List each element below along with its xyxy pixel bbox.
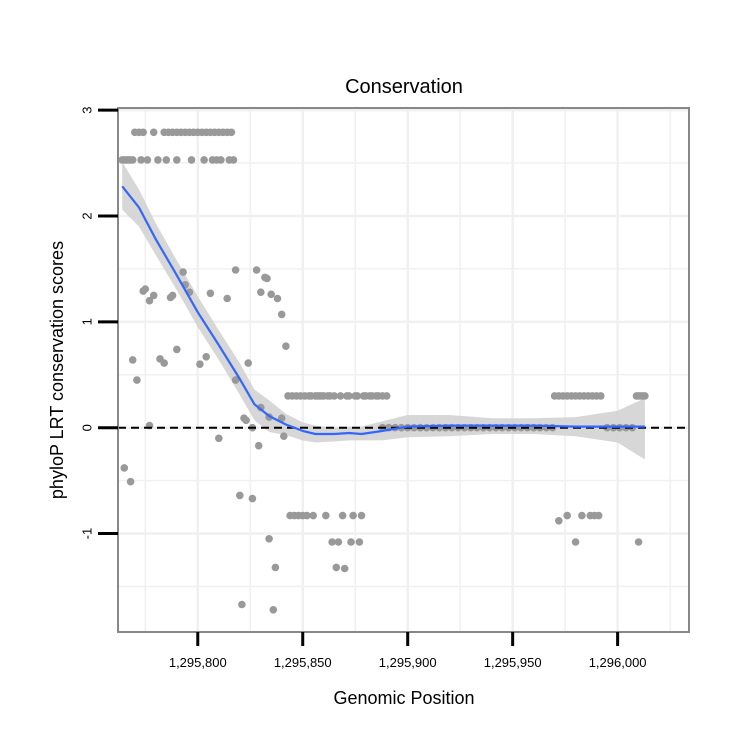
data-point: [223, 294, 231, 303]
y-tick-label: 1: [79, 318, 94, 325]
data-point: [139, 128, 147, 137]
smooth-line: [121, 185, 645, 436]
data-point: [328, 538, 336, 546]
x-tick-label: 1,295,950: [484, 655, 542, 670]
data-point: [641, 392, 649, 400]
data-point: [571, 538, 580, 546]
data-point: [229, 156, 238, 164]
data-point: [634, 538, 643, 546]
data-point: [162, 156, 171, 164]
data-point: [271, 563, 280, 572]
data-point: [273, 294, 282, 303]
data-point: [563, 511, 571, 520]
data-point: [594, 511, 603, 520]
data-point: [244, 359, 252, 367]
data-point: [345, 392, 353, 400]
data-point: [277, 414, 286, 423]
data-point: [353, 392, 362, 400]
data-point: [382, 392, 391, 400]
data-point: [202, 353, 210, 361]
data-point: [332, 563, 341, 572]
y-tick-label: -1: [79, 528, 94, 540]
data-point: [133, 376, 141, 384]
data-point: [597, 392, 605, 400]
data-point: [347, 538, 355, 546]
data-point: [143, 156, 152, 164]
data-point: [173, 156, 181, 164]
x-tick-label: 1,295,850: [274, 655, 332, 670]
data-point: [231, 376, 240, 384]
data-point: [236, 491, 244, 500]
data-point: [257, 288, 265, 297]
data-point: [217, 156, 225, 164]
plot-area: 1,295,800 1,295,850 1,295,900 1,295,950 1,29…: [79, 106, 690, 670]
data-point: [154, 156, 162, 164]
data-point: [231, 266, 240, 274]
data-point: [238, 600, 246, 609]
data-point: [357, 511, 366, 520]
data-point: [303, 511, 311, 520]
data-point: [120, 464, 129, 472]
data-point: [336, 392, 345, 400]
data-point: [309, 511, 318, 520]
data-point: [355, 538, 364, 546]
x-tick-label: 1,295,800: [169, 655, 227, 670]
data-point: [128, 156, 137, 164]
data-point: [267, 290, 276, 299]
data-point: [349, 511, 357, 520]
data-point: [322, 511, 330, 520]
x-axis-label: Genomic Position: [333, 688, 474, 708]
data-point: [187, 156, 196, 164]
y-tick-label: 0: [79, 424, 94, 431]
data-point: [126, 477, 135, 486]
data-point: [254, 441, 263, 450]
panel-border: [117, 107, 690, 633]
data-point: [257, 403, 265, 412]
clipped-plot-group: [118, 128, 689, 614]
data-point: [265, 535, 273, 543]
x-tick-label: 1,295,900: [379, 655, 437, 670]
data-point: [269, 606, 278, 614]
data-point: [263, 274, 271, 283]
y-tick-label: 2: [79, 212, 94, 219]
data-point: [277, 310, 286, 319]
data-point: [338, 511, 347, 520]
data-point: [242, 416, 250, 425]
data-point: [282, 342, 290, 351]
data-point: [137, 156, 145, 164]
data-point: [248, 494, 257, 503]
confidence-band: [122, 162, 645, 460]
data-point: [206, 289, 215, 298]
data-point: [578, 511, 586, 520]
data-point: [179, 268, 187, 276]
data-point: [227, 128, 236, 137]
data-point: [149, 291, 158, 300]
data-point: [334, 538, 343, 546]
data-point: [215, 434, 223, 443]
x-tick-label: 1,296,000: [589, 655, 647, 670]
data-point: [173, 345, 181, 354]
data-point: [128, 356, 137, 364]
data-point: [252, 266, 261, 274]
data-point: [200, 156, 208, 164]
data-point: [340, 564, 349, 573]
data-point: [330, 392, 339, 400]
panel-background: [118, 108, 689, 632]
y-tick-label: 3: [79, 106, 94, 113]
data-point: [555, 517, 563, 525]
data-point: [141, 285, 150, 293]
chart-title: Conservation: [345, 76, 463, 98]
data-point: [280, 432, 288, 441]
data-point: [196, 360, 204, 369]
data-point: [168, 291, 177, 300]
data-point: [145, 296, 154, 305]
data-point: [160, 359, 168, 367]
y-axis-label: phyloP LRT conservation scores: [47, 241, 67, 499]
data-point: [149, 128, 158, 137]
